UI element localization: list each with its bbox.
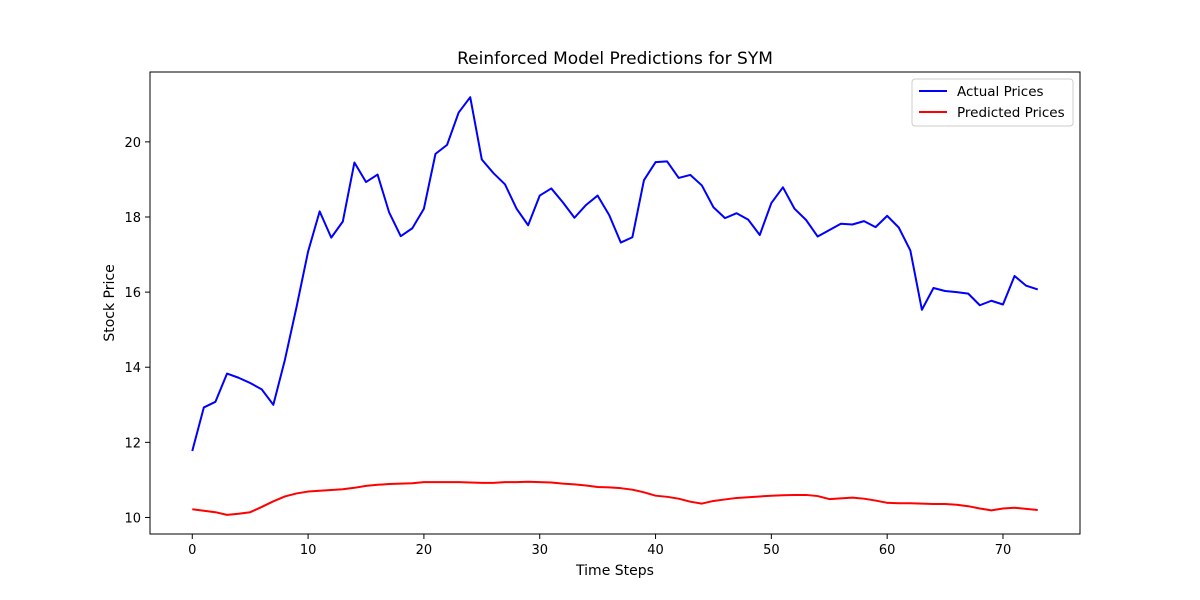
x-tick-label: 60	[879, 543, 896, 558]
legend-label-actual: Actual Prices	[957, 84, 1044, 100]
series-line-predicted-prices	[192, 480, 1038, 516]
x-tick-label: 70	[995, 543, 1012, 558]
series-layer	[191, 96, 1039, 516]
y-tick-label: 14	[124, 361, 141, 376]
y-tick-label: 10	[124, 511, 141, 526]
x-tick-label: 0	[188, 543, 196, 558]
y-tick-label: 20	[124, 136, 141, 151]
series-line-actual-prices	[191, 96, 1039, 452]
x-axis-ticks: 0 10 20 30 40 50 60 70	[188, 534, 1011, 558]
x-tick-label: 30	[531, 543, 548, 558]
legend-label-predicted: Predicted Prices	[957, 105, 1065, 121]
y-tick-label: 12	[124, 436, 141, 451]
plot-frame	[149, 71, 1081, 535]
x-axis-title: Time Steps	[575, 563, 654, 579]
y-axis-title: Stock Price	[102, 264, 118, 341]
y-axis-ticks: 10 12 14 16 18 20	[124, 136, 150, 526]
x-tick-label: 10	[300, 543, 317, 558]
x-tick-label: 50	[763, 543, 780, 558]
x-tick-label: 20	[416, 543, 433, 558]
legend: Actual Prices Predicted Prices	[911, 78, 1074, 127]
y-tick-label: 16	[124, 286, 141, 301]
chart-title: Reinforced Model Predictions for SYM	[457, 49, 773, 69]
y-tick-label: 18	[124, 211, 141, 226]
legend-box	[911, 78, 1074, 127]
x-tick-label: 40	[647, 543, 664, 558]
